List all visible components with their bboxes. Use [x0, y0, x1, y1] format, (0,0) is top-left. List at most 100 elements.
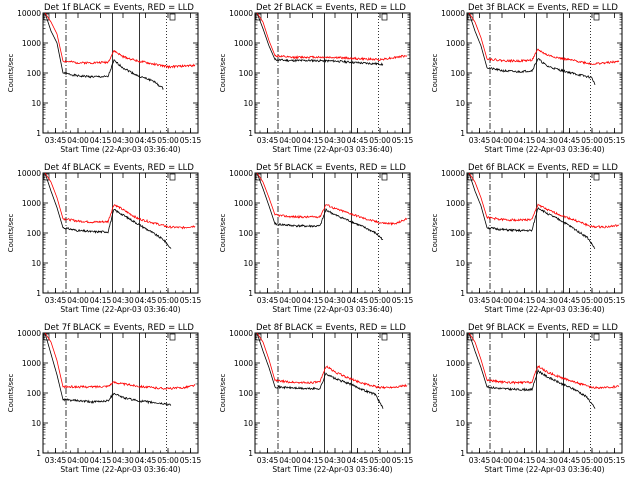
x-tick-label: 04:45	[559, 296, 581, 305]
x-tick-label: 04:45	[135, 296, 157, 305]
x-tick-label: 04:45	[559, 136, 581, 145]
x-tick-label: 04:00	[279, 136, 301, 145]
y-tick-label: 10000	[441, 329, 465, 338]
lld-series-line	[468, 173, 620, 229]
x-tick-label: 05:15	[604, 456, 626, 465]
x-tick-label: 04:15	[90, 456, 112, 465]
x-tick-label: 04:15	[514, 136, 536, 145]
y-axis-label: Counts/sec	[7, 54, 15, 93]
x-tick-label: 03:45	[45, 296, 67, 305]
y-tick-label: 100	[239, 229, 254, 238]
events-series-line	[44, 333, 172, 406]
y-tick-label: 10000	[229, 329, 253, 338]
x-tick-label: 04:45	[135, 456, 157, 465]
corner-marker	[43, 173, 50, 181]
y-tick-label: 10	[243, 99, 253, 108]
y-tick-label: 10	[455, 259, 465, 268]
y-axis-label: Counts/sec	[431, 54, 439, 93]
corner-marker	[593, 333, 600, 341]
y-tick-label: 10000	[17, 329, 41, 338]
events-series-line	[256, 333, 384, 409]
x-tick-label: 04:30	[536, 296, 558, 305]
corner-marker	[169, 333, 176, 341]
events-series-line	[44, 173, 172, 249]
x-tick-label: 03:45	[469, 456, 491, 465]
x-tick-label: 05:15	[180, 296, 202, 305]
x-axis-label: Start Time (22-Apr-03 03:36:40)	[272, 305, 392, 314]
lld-series-line	[256, 13, 408, 62]
corner-marker	[43, 13, 50, 21]
x-tick-label: 04:15	[514, 456, 536, 465]
y-tick-label: 10000	[17, 169, 41, 178]
corner-marker	[255, 173, 262, 181]
x-tick-label: 04:15	[90, 296, 112, 305]
x-tick-label: 05:00	[157, 296, 179, 305]
events-series-line	[468, 173, 596, 250]
y-tick-label: 1000	[446, 199, 465, 208]
panel-title: Det 4f BLACK = Events, RED = LLD	[44, 163, 194, 173]
detector-panel: Det 2f BLACK = Events, RED = LLD 1 10 100 10…	[219, 3, 414, 154]
y-tick-label: 1	[460, 449, 465, 458]
x-tick-label: 03:45	[469, 296, 491, 305]
detector-panel: Det 7f BLACK = Events, RED = LLD 1 10 100 10…	[7, 323, 202, 474]
lld-series-line	[44, 13, 196, 70]
detector-panel: Det 9f BLACK = Events, RED = LLD 1 10 100 10…	[431, 323, 626, 474]
x-tick-label: 05:15	[180, 456, 202, 465]
x-axis-label: Start Time (22-Apr-03 03:36:40)	[272, 145, 392, 154]
x-tick-label: 04:45	[347, 296, 369, 305]
y-tick-label: 10	[31, 419, 41, 428]
lld-series-line	[256, 333, 408, 390]
x-tick-label: 04:15	[302, 456, 324, 465]
y-tick-label: 1000	[22, 199, 41, 208]
corner-marker	[169, 173, 176, 181]
x-tick-label: 04:00	[279, 456, 301, 465]
x-tick-label: 04:15	[90, 136, 112, 145]
x-tick-label: 04:45	[347, 136, 369, 145]
x-tick-label: 04:30	[324, 136, 346, 145]
panel-title: Det 7f BLACK = Events, RED = LLD	[44, 323, 194, 333]
x-tick-label: 05:15	[604, 136, 626, 145]
x-tick-label: 04:30	[112, 456, 134, 465]
events-series-line	[256, 13, 384, 66]
x-tick-label: 05:00	[369, 456, 391, 465]
x-tick-label: 04:00	[67, 456, 89, 465]
x-tick-label: 05:15	[392, 456, 414, 465]
detector-panel: Det 5f BLACK = Events, RED = LLD 1 10 100 10…	[219, 163, 414, 314]
y-axis-label: Counts/sec	[7, 214, 15, 253]
panel-title: Det 5f BLACK = Events, RED = LLD	[256, 163, 406, 173]
y-axis-label: Counts/sec	[7, 374, 15, 413]
corner-marker	[169, 13, 176, 21]
x-tick-label: 04:15	[514, 296, 536, 305]
y-tick-label: 10000	[441, 9, 465, 18]
y-axis-label: Counts/sec	[219, 54, 227, 93]
y-axis-label: Counts/sec	[431, 214, 439, 253]
y-tick-label: 1000	[234, 39, 253, 48]
corner-marker	[593, 173, 600, 181]
x-tick-label: 04:30	[112, 136, 134, 145]
panel-title: Det 6f BLACK = Events, RED = LLD	[468, 163, 618, 173]
detector-panel: Det 8f BLACK = Events, RED = LLD 1 10 100 10…	[219, 323, 414, 474]
x-tick-label: 04:00	[67, 136, 89, 145]
x-tick-label: 04:30	[536, 456, 558, 465]
x-tick-label: 04:00	[491, 136, 513, 145]
x-tick-label: 03:45	[469, 136, 491, 145]
x-tick-label: 04:45	[135, 136, 157, 145]
x-tick-label: 05:00	[581, 136, 603, 145]
x-axis-label: Start Time (22-Apr-03 03:36:40)	[60, 145, 180, 154]
panel-title: Det 1f BLACK = Events, RED = LLD	[44, 3, 194, 13]
y-tick-label: 10000	[229, 169, 253, 178]
y-tick-label: 100	[27, 229, 42, 238]
x-tick-label: 04:30	[536, 136, 558, 145]
x-tick-label: 04:30	[112, 296, 134, 305]
y-tick-label: 1	[248, 129, 253, 138]
corner-marker	[43, 333, 50, 341]
x-axis-label: Start Time (22-Apr-03 03:36:40)	[60, 305, 180, 314]
x-tick-label: 04:30	[324, 456, 346, 465]
y-tick-label: 10	[243, 259, 253, 268]
x-tick-label: 04:45	[347, 456, 369, 465]
x-tick-label: 03:45	[257, 296, 279, 305]
y-axis-label: Counts/sec	[431, 374, 439, 413]
x-axis-label: Start Time (22-Apr-03 03:36:40)	[272, 465, 392, 474]
corner-marker	[467, 13, 474, 21]
y-tick-label: 1000	[446, 39, 465, 48]
